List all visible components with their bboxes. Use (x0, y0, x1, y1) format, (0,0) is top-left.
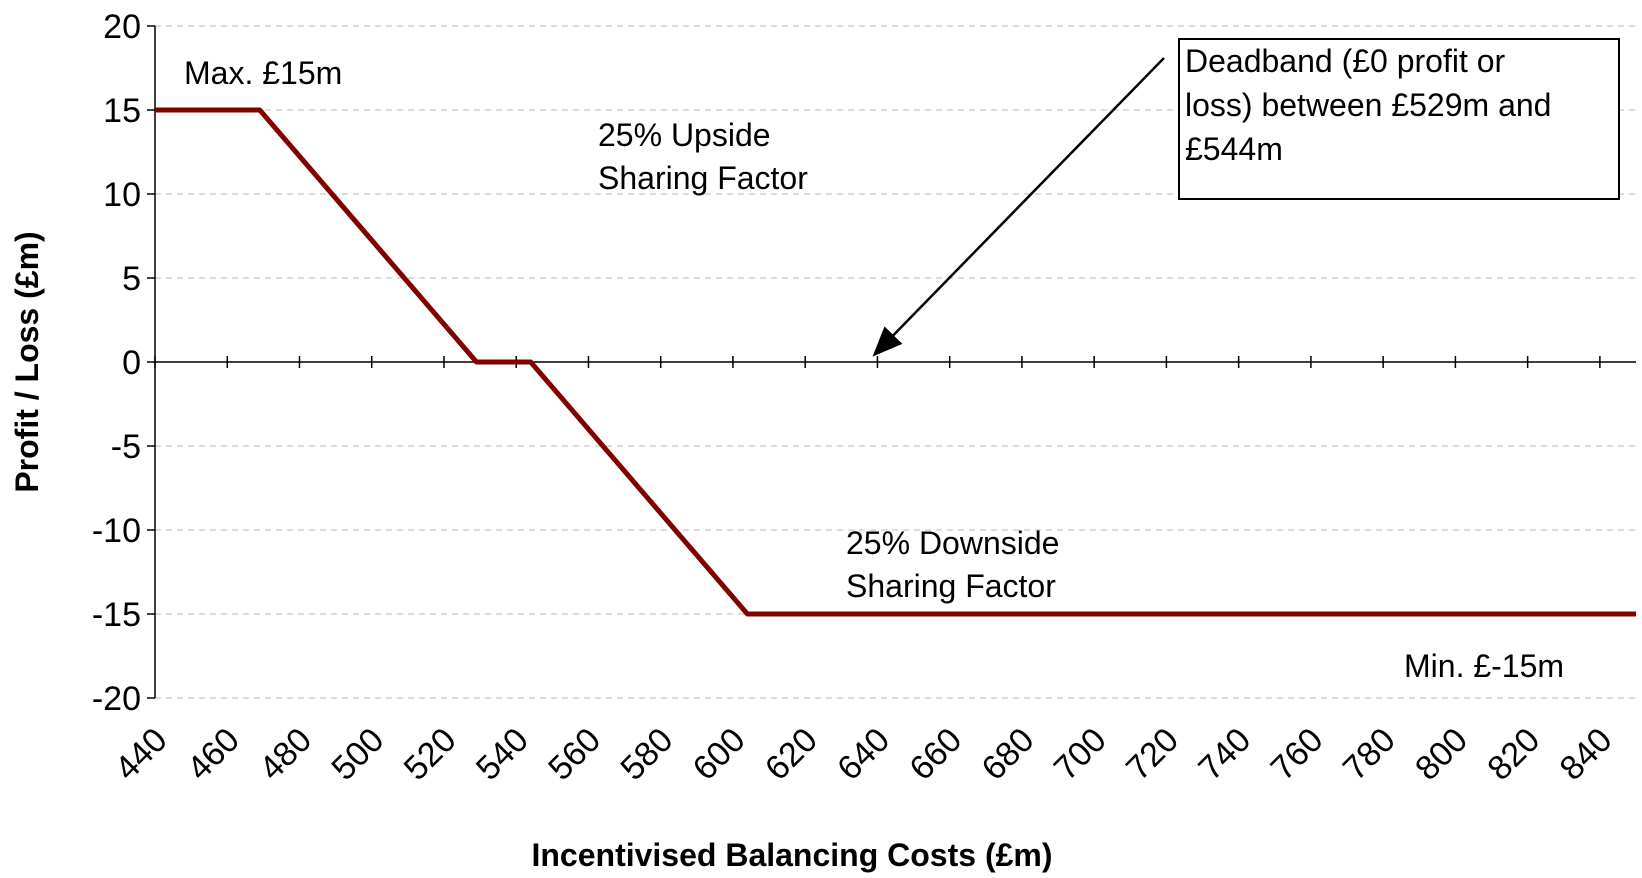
x-tick-label: 660 (902, 721, 969, 788)
x-tick-label: 560 (541, 721, 608, 788)
x-tick-label: 640 (830, 721, 897, 788)
x-tick-label: 800 (1408, 721, 1475, 788)
y-tick-label: -5 (111, 428, 141, 466)
x-tick-label: 820 (1480, 721, 1547, 788)
x-tick-label: 840 (1553, 721, 1620, 788)
y-tick-label: -20 (92, 680, 141, 718)
y-axis-title: Profit / Loss (£m) (9, 231, 45, 492)
x-tick-label: 760 (1264, 721, 1331, 788)
arrow (872, 57, 1165, 357)
annotation: Deadband (£0 profit or loss) between £529… (1185, 43, 1551, 167)
data-line (155, 107, 1636, 617)
x-tick-label: 780 (1336, 721, 1403, 788)
x-tick-label: 540 (469, 721, 536, 788)
x-axis-title: Incentivised Balancing Costs (£m) (531, 837, 1052, 873)
annotation: 25% Downside Sharing Factor (846, 525, 1059, 604)
y-tick-label: 20 (103, 8, 141, 46)
x-tick-label: 480 (252, 721, 319, 788)
x-tick-label: 460 (180, 721, 247, 788)
annotation: Min. £-15m (1404, 648, 1564, 684)
annotation-box (1178, 38, 1620, 200)
x-tick-label: 580 (613, 721, 680, 788)
x-tick-label: 600 (686, 721, 753, 788)
y-tick-label: 0 (122, 344, 141, 382)
x-tick-label: 720 (1119, 721, 1186, 788)
x-tick-label: 440 (108, 721, 175, 788)
x-tick-label: 700 (1047, 721, 1114, 788)
x-tick-label: 680 (975, 721, 1042, 788)
y-tick-label: 15 (103, 92, 141, 130)
x-tick-label: 500 (324, 721, 391, 788)
annotation: Max. £15m (184, 55, 342, 91)
x-tick-label: 740 (1191, 721, 1258, 788)
y-tick-label: -10 (92, 512, 141, 550)
annotation: 25% Upside Sharing Factor (598, 117, 808, 196)
plot (155, 107, 1636, 617)
x-tick-label: 520 (397, 721, 464, 788)
y-tick-label: 5 (122, 260, 141, 298)
y-tick-label: -15 (92, 596, 141, 634)
y-tick-label: 10 (103, 176, 141, 214)
x-tick-label: 620 (758, 721, 825, 788)
